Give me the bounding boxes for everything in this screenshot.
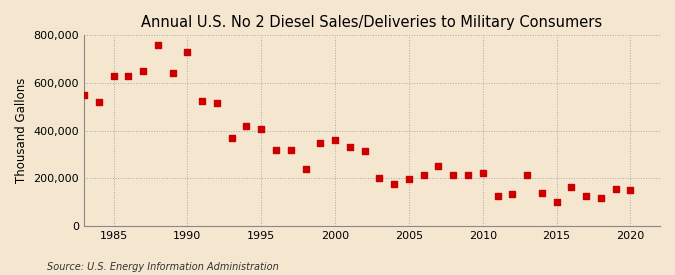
Point (108, 74, 119, 78)
Point (79, 93, 90, 97)
Point (404, 177, 414, 182)
Point (477, 171, 488, 176)
Point (580, 194, 591, 198)
Point (522, 172, 533, 177)
Point (271, 147, 281, 152)
Point (197, 99, 208, 103)
Point (241, 124, 252, 128)
Point (344, 145, 355, 150)
Point (448, 172, 458, 177)
Point (256, 127, 267, 132)
Point (462, 172, 473, 177)
Point (182, 50, 193, 54)
Point (595, 196, 606, 201)
Point (492, 194, 503, 198)
Point (123, 74, 134, 78)
Point (625, 188, 636, 192)
Point (551, 200, 562, 204)
Point (418, 172, 429, 177)
Point (167, 71, 178, 76)
Point (537, 190, 547, 195)
Point (211, 101, 222, 105)
Point (389, 182, 400, 186)
Point (433, 164, 444, 169)
Point (93, 100, 104, 104)
Point (226, 136, 237, 140)
Point (610, 187, 621, 191)
Text: Source: U.S. Energy Information Administration: Source: U.S. Energy Information Administ… (47, 262, 279, 272)
Point (138, 69, 148, 73)
Point (359, 149, 370, 153)
Point (286, 147, 296, 152)
Point (153, 43, 163, 47)
Title: Annual U.S. No 2 Diesel Sales/Deliveries to Military Consumers: Annual U.S. No 2 Diesel Sales/Deliveries… (142, 15, 603, 30)
Point (507, 191, 518, 196)
Point (300, 167, 311, 171)
Point (315, 140, 326, 145)
Y-axis label: Thousand Gallons: Thousand Gallons (15, 78, 28, 183)
Point (329, 138, 340, 142)
Point (566, 184, 577, 189)
Point (374, 176, 385, 180)
